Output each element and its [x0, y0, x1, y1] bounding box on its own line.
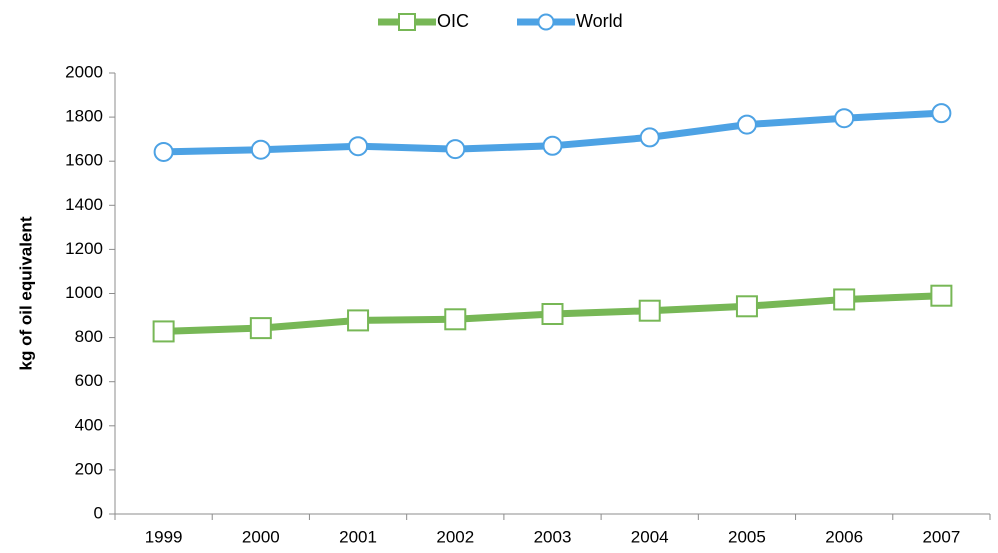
x-tick-label: 1999 — [145, 527, 183, 546]
x-tick-label: 2002 — [436, 527, 474, 546]
data-point — [348, 136, 369, 157]
series-layer — [152, 103, 953, 343]
x-tick-label: 2004 — [631, 527, 669, 546]
x-tick-label: 2006 — [825, 527, 863, 546]
x-tick-label: 2005 — [728, 527, 766, 546]
data-point — [639, 127, 660, 148]
legend-item-world: World — [517, 11, 623, 31]
data-point — [542, 135, 563, 156]
y-tick-label: 0 — [94, 503, 103, 522]
data-point — [347, 309, 370, 332]
data-point — [152, 320, 175, 343]
x-tick-label: 2001 — [339, 527, 377, 546]
y-tick-label: 1200 — [65, 239, 103, 258]
data-point — [638, 299, 661, 322]
data-point — [445, 139, 466, 160]
series-world — [153, 103, 952, 162]
y-tick-label: 1600 — [65, 151, 103, 170]
axes: 0 200 400 600 800 1000 1200 1400 1600 1800 2000 199… — [65, 62, 991, 546]
legend-circle-marker-icon — [537, 13, 555, 31]
y-tick-label: 400 — [75, 415, 103, 434]
y-tick-label: 1400 — [65, 195, 103, 214]
x-tick-label: 2000 — [242, 527, 280, 546]
data-point — [834, 108, 855, 129]
y-tick-label: 1800 — [65, 107, 103, 126]
y-tick-label: 1000 — [65, 283, 103, 302]
legend-square-marker-icon — [398, 13, 416, 31]
data-point — [153, 141, 174, 162]
x-tick-label: 2003 — [534, 527, 572, 546]
data-point — [541, 303, 564, 326]
series-oic — [152, 284, 953, 343]
y-axis-title-group: kg of oil equivalent — [16, 216, 35, 370]
data-point — [444, 308, 467, 331]
data-point — [833, 288, 856, 311]
data-point — [930, 284, 953, 307]
data-point — [249, 317, 272, 340]
y-axis-title: kg of oil equivalent — [16, 216, 35, 370]
y-tick-label: 600 — [75, 371, 103, 390]
y-tick-label: 200 — [75, 459, 103, 478]
y-tick-label: 800 — [75, 327, 103, 346]
data-point — [736, 114, 757, 135]
legend-label: World — [576, 11, 623, 31]
legend-item-oic: OIC — [378, 11, 469, 31]
x-tick-label: 2007 — [922, 527, 960, 546]
data-point — [735, 295, 758, 318]
data-point — [931, 103, 952, 124]
legend-label: OIC — [437, 11, 469, 31]
data-point — [250, 139, 271, 160]
y-tick-label: 2000 — [65, 62, 103, 81]
legend: OIC World — [378, 11, 623, 31]
